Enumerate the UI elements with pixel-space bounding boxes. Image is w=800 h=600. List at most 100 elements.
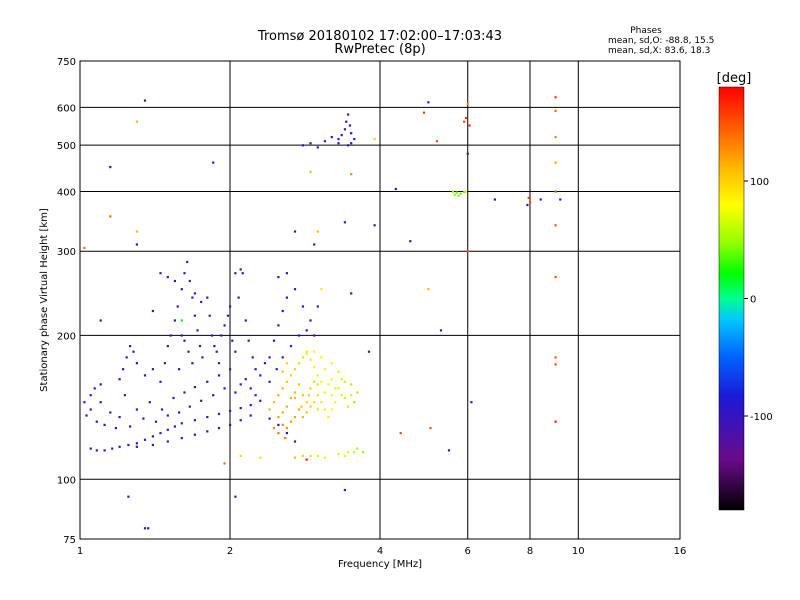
colorbar-label: [deg] <box>717 71 752 86</box>
o-mode-point <box>166 414 169 417</box>
o-mode-point <box>193 433 196 436</box>
o-mode-point <box>470 401 473 404</box>
x-mode-point <box>334 387 337 390</box>
o-mode-point <box>178 368 181 371</box>
o-mode-point <box>166 276 169 279</box>
colorbar-tick-label: 0 <box>750 295 756 306</box>
o-mode-point <box>285 432 288 435</box>
o-mode-point <box>241 272 244 275</box>
x-mode-point <box>334 401 337 404</box>
x-mode-point <box>277 416 280 419</box>
o-mode-point <box>135 445 138 448</box>
x-mode-point <box>468 124 471 127</box>
x-mode-point <box>347 405 350 408</box>
o-mode-point <box>223 387 226 390</box>
o-mode-point <box>123 394 126 397</box>
o-mode-point <box>217 362 221 365</box>
x-mode-point <box>223 462 226 465</box>
o-mode-point <box>89 394 92 397</box>
o-mode-point <box>151 443 154 447</box>
o-mode-point <box>83 401 86 404</box>
o-mode-point <box>183 339 186 342</box>
o-mode-point <box>249 404 252 407</box>
x-mode-point <box>289 420 293 423</box>
o-mode-point <box>301 144 304 147</box>
x-mode-point <box>350 394 353 397</box>
x-mode-point <box>362 451 365 454</box>
o-mode-point <box>285 272 288 275</box>
o-mode-point <box>285 296 288 299</box>
x-mode-point <box>316 394 319 397</box>
grid-lines <box>80 61 680 539</box>
x-mode-point <box>309 454 312 457</box>
o-mode-point <box>277 324 280 327</box>
o-mode-point <box>272 339 276 342</box>
o-mode-point <box>206 380 209 383</box>
o-mode-point <box>132 350 135 353</box>
x-mode-point <box>466 250 469 253</box>
o-mode-point <box>183 391 186 394</box>
x-mode-point <box>554 190 557 193</box>
o-mode-point <box>129 425 132 428</box>
x-mode-point <box>554 109 557 112</box>
x-mode-point <box>320 356 323 359</box>
x-mode-point <box>309 405 312 408</box>
x-mode-point <box>300 405 303 408</box>
x-mode-point <box>135 230 138 233</box>
o-mode-point <box>191 296 194 299</box>
o-mode-point <box>154 420 158 423</box>
o-mode-point <box>186 260 189 264</box>
o-mode-point <box>229 409 232 413</box>
x-mode-point <box>109 215 112 218</box>
x-axis-ticks: 1 2 4 6 8 10 16 <box>77 546 687 557</box>
x-mode-point <box>307 394 311 397</box>
x-mode-point <box>180 319 183 322</box>
o-mode-point <box>125 356 128 359</box>
o-mode-point <box>173 279 176 283</box>
x-mode-point <box>305 411 308 414</box>
o-mode-point <box>85 414 88 417</box>
o-mode-point <box>215 350 218 353</box>
o-mode-point <box>159 380 162 383</box>
o-mode-point <box>254 394 257 397</box>
o-mode-point <box>353 138 356 141</box>
o-mode-point <box>206 296 209 299</box>
x-mode-point <box>285 427 288 430</box>
x-mode-point <box>356 391 359 394</box>
x-axis-label: Frequency [MHz] <box>338 559 422 570</box>
x-mode-point <box>330 394 333 397</box>
stats-x-line: mean, sd,X: 83.6, 18.3 <box>608 46 710 56</box>
o-mode-point <box>223 324 226 327</box>
o-mode-point <box>234 495 237 498</box>
o-mode-point <box>142 417 145 420</box>
o-mode-point <box>394 187 397 191</box>
o-mode-point <box>99 383 102 386</box>
o-mode-point <box>135 408 138 411</box>
o-mode-point <box>173 425 176 428</box>
x-mode-point <box>337 387 340 390</box>
x-mode-point <box>353 401 356 404</box>
x-mode-point <box>297 362 301 365</box>
o-mode-point <box>229 368 232 371</box>
o-mode-point <box>135 442 138 445</box>
o-mode-point <box>493 198 496 201</box>
o-mode-point <box>193 419 196 422</box>
o-mode-point <box>247 339 250 342</box>
x-mode-point <box>327 416 330 419</box>
o-mode-point <box>268 356 271 359</box>
x-mode-point <box>554 276 557 279</box>
o-mode-point <box>229 423 232 426</box>
y-tick-label: 750 <box>57 57 76 68</box>
o-mode-point <box>231 339 234 342</box>
o-mode-point <box>166 440 169 443</box>
o-mode-point <box>281 356 284 359</box>
x-mode-point <box>281 387 284 390</box>
o-mode-point <box>217 427 221 430</box>
x-mode-point <box>340 378 343 381</box>
stats-heading: Phases <box>630 26 662 36</box>
x-tick-label: 8 <box>527 546 533 557</box>
x-mode-point <box>554 356 557 359</box>
x-tick-label: 1 <box>77 546 83 557</box>
o-mode-point <box>89 447 92 450</box>
x-mode-point <box>277 394 280 397</box>
